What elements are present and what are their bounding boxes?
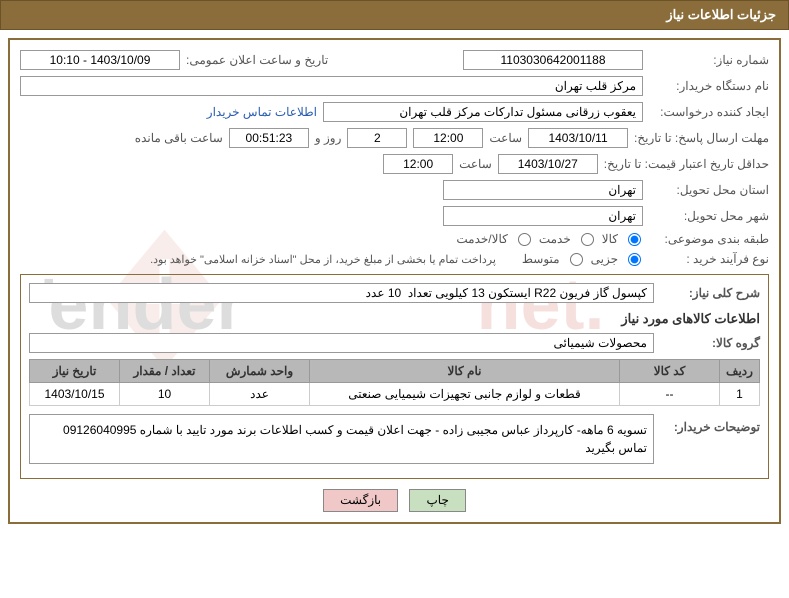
announce-label: تاریخ و ساعت اعلان عمومی: <box>186 53 328 67</box>
cell-date: 1403/10/15 <box>30 383 120 406</box>
th-code: کد کالا <box>620 360 720 383</box>
print-button[interactable]: چاپ <box>409 489 465 512</box>
requester-label: ایجاد کننده درخواست: <box>649 105 769 119</box>
main-frame: شماره نیاز: تاریخ و ساعت اعلان عمومی: نا… <box>8 38 781 524</box>
validity-label: حداقل تاریخ اعتبار قیمت: تا تاریخ: <box>604 157 769 171</box>
province-label: استان محل تحویل: <box>649 183 769 197</box>
requester-field <box>323 102 643 122</box>
back-button[interactable]: بازگشت <box>323 489 398 512</box>
need-number-label: شماره نیاز: <box>649 53 769 67</box>
details-frame: شرح کلی نیاز: اطلاعات کالاهای مورد نیاز … <box>20 274 769 479</box>
process-label: نوع فرآیند خرید : <box>649 252 769 266</box>
cat-service-label: خدمت <box>539 232 571 246</box>
page-title: جزئیات اطلاعات نیاز <box>666 7 776 22</box>
remaining-label: ساعت باقی مانده <box>135 131 223 145</box>
proc-medium-radio[interactable] <box>570 253 583 266</box>
province-field <box>443 180 643 200</box>
th-name: نام کالا <box>310 360 620 383</box>
cat-both-radio[interactable] <box>518 233 531 246</box>
cell-code: -- <box>620 383 720 406</box>
validity-time-field <box>383 154 453 174</box>
deadline-label: مهلت ارسال پاسخ: تا تاریخ: <box>634 131 769 145</box>
time-label-1: ساعت <box>489 131 522 145</box>
summary-label: شرح کلی نیاز: <box>660 286 760 300</box>
contact-link[interactable]: اطلاعات تماس خریدار <box>207 105 317 119</box>
deadline-time-field <box>413 128 483 148</box>
page-title-bar: جزئیات اطلاعات نیاز <box>0 0 789 30</box>
table-row: 1 -- قطعات و لوازم جانبی تجهیزات شیمیایی… <box>30 383 760 406</box>
cell-qty: 10 <box>120 383 210 406</box>
cat-service-radio[interactable] <box>581 233 594 246</box>
cell-unit: عدد <box>210 383 310 406</box>
remaining-time-field <box>229 128 309 148</box>
proc-partial-radio[interactable] <box>628 253 641 266</box>
time-label-2: ساعت <box>459 157 492 171</box>
need-number-field <box>463 50 643 70</box>
buyer-org-field <box>20 76 643 96</box>
group-field <box>29 333 654 353</box>
goods-table: ردیف کد کالا نام کالا واحد شمارش تعداد /… <box>29 359 760 406</box>
city-label: شهر محل تحویل: <box>649 209 769 223</box>
announce-field <box>20 50 180 70</box>
goods-info-title: اطلاعات کالاهای مورد نیاز <box>29 311 760 327</box>
buyer-notes-box: تسویه 6 ماهه- کارپرداز عباس مجیبی زاده -… <box>29 414 654 464</box>
deadline-date-field <box>528 128 628 148</box>
th-row: ردیف <box>720 360 760 383</box>
th-unit: واحد شمارش <box>210 360 310 383</box>
th-date: تاریخ نیاز <box>30 360 120 383</box>
proc-partial-label: جزیی <box>591 252 618 266</box>
process-note: پرداخت تمام یا بخشی از مبلغ خرید، از محل… <box>150 253 496 266</box>
category-label: طبقه بندی موضوعی: <box>649 232 769 246</box>
buyer-notes-label: توضیحات خریدار: <box>660 414 760 434</box>
validity-date-field <box>498 154 598 174</box>
th-qty: تعداد / مقدار <box>120 360 210 383</box>
proc-medium-label: متوسط <box>522 252 560 266</box>
cell-name: قطعات و لوازم جانبی تجهیزات شیمیایی صنعت… <box>310 383 620 406</box>
cell-idx: 1 <box>720 383 760 406</box>
cat-goods-radio[interactable] <box>628 233 641 246</box>
cat-goods-label: کالا <box>602 232 618 246</box>
days-and-label: روز و <box>315 131 342 145</box>
buyer-org-label: نام دستگاه خریدار: <box>649 79 769 93</box>
summary-field <box>29 283 654 303</box>
group-label: گروه کالا: <box>660 336 760 350</box>
cat-both-label: کالا/خدمت <box>456 232 507 246</box>
remaining-days-field <box>347 128 407 148</box>
city-field <box>443 206 643 226</box>
